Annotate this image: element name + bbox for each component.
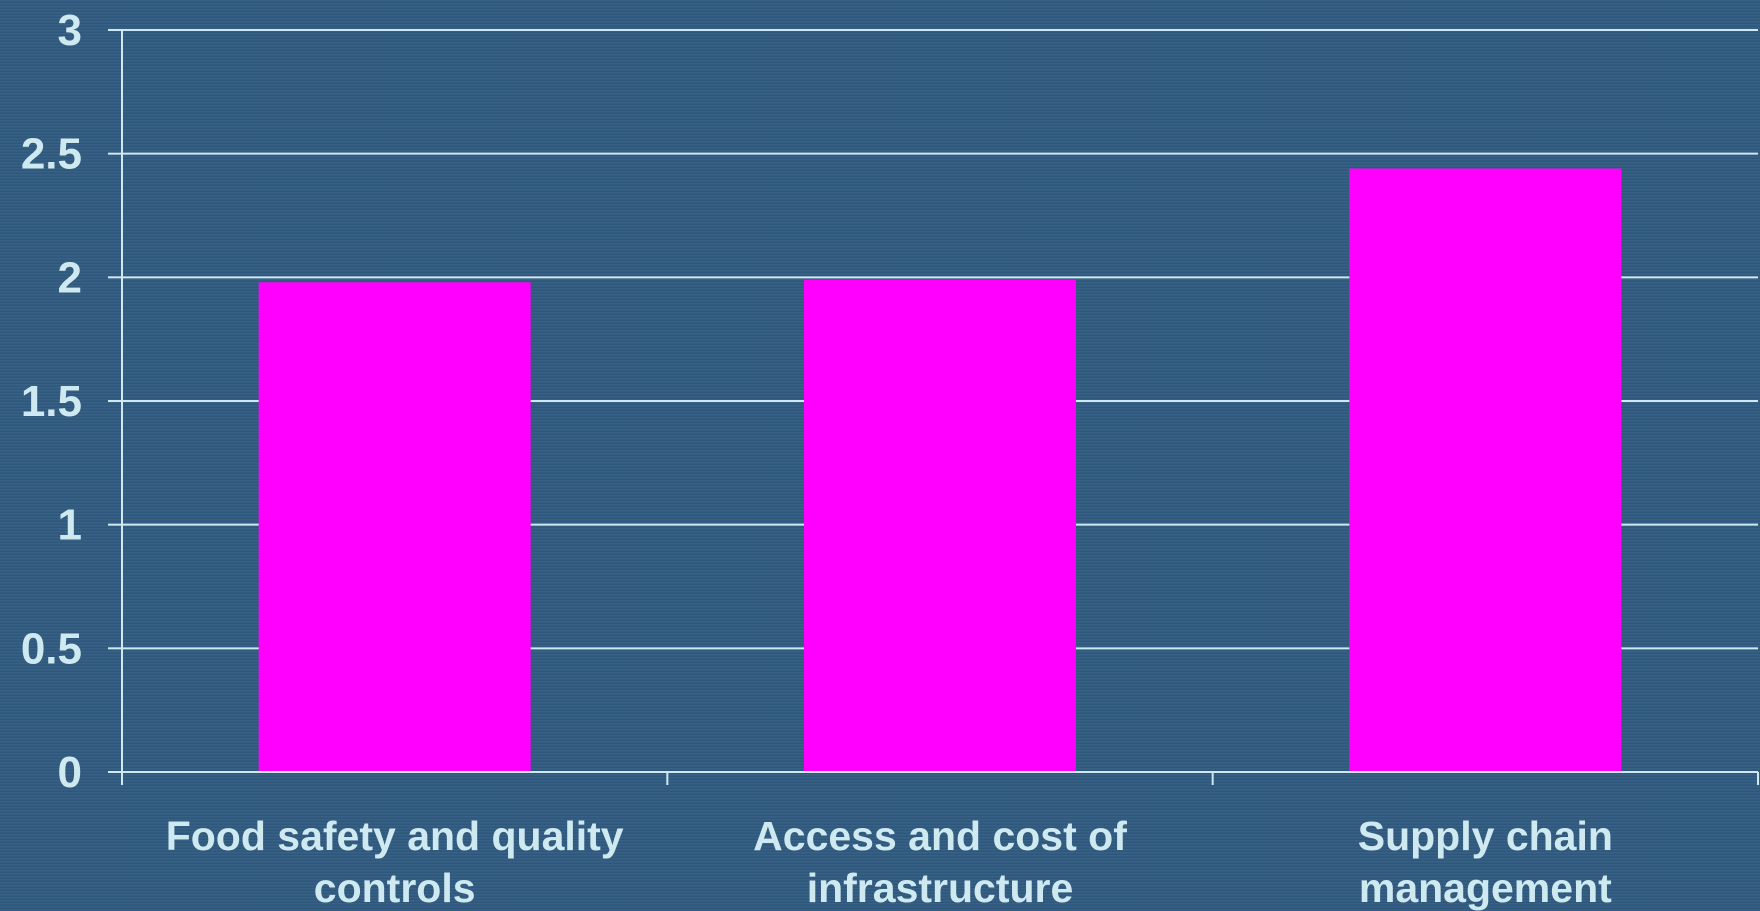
x-category-label: controls: [314, 865, 476, 911]
axes: [108, 29, 1759, 785]
y-tick-label: 2.5: [21, 130, 82, 179]
y-axis-tick-labels: 0 0.5 1 1.5 2 2.5 3: [21, 6, 82, 797]
x-category-label: infrastructure: [807, 865, 1074, 911]
y-tick-label: 2: [58, 253, 82, 302]
y-tick-label: 1.5: [21, 377, 82, 426]
x-category-label: Access and cost of: [753, 813, 1127, 859]
y-tick-label: 3: [58, 6, 82, 55]
bars: [258, 168, 1622, 773]
x-category-label: management: [1359, 865, 1612, 911]
x-category-label: Food safety and quality: [166, 813, 624, 859]
bar: [258, 282, 531, 772]
x-axis-category-labels: Food safety and quality controls Access an…: [166, 813, 1613, 911]
bar: [804, 279, 1076, 772]
x-category-label: Supply chain: [1358, 813, 1613, 859]
y-tick-label: 0.5: [21, 624, 82, 673]
y-tick-label: 0: [58, 748, 82, 797]
bar: [1349, 168, 1622, 773]
y-tick-label: 1: [58, 501, 82, 550]
